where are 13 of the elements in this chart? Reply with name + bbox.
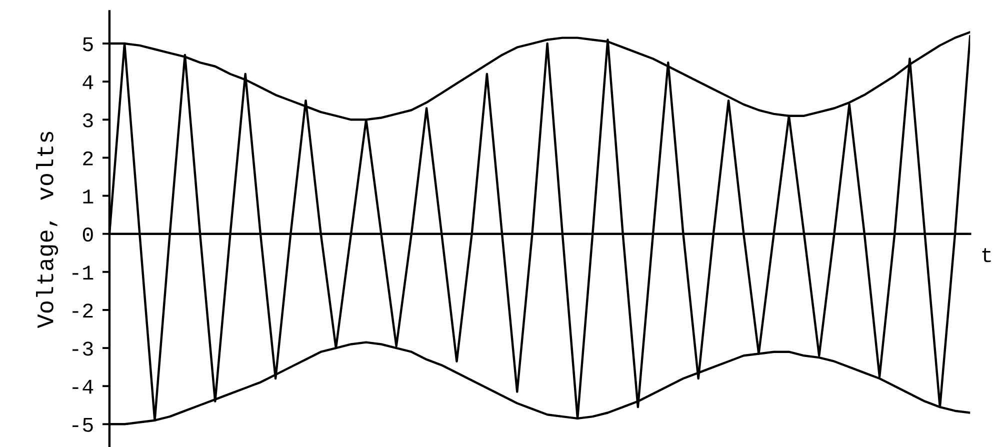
y-tick-label: 5	[82, 37, 93, 52]
y-tick-label: 3	[82, 113, 93, 128]
x-axis-title: t	[982, 248, 991, 262]
y-tick-label: 0	[82, 227, 93, 242]
y-axis-title: Voltage, volts	[36, 132, 58, 328]
y-tick-label: -2	[72, 304, 93, 318]
y-tick-label: -5	[72, 418, 93, 432]
y-tick-label: 4	[82, 75, 94, 90]
y-tick-label: 1	[83, 190, 94, 204]
y-tick-label: -4	[72, 380, 94, 394]
y-tick-label: 2	[83, 151, 93, 166]
y-tick-label: -3	[72, 342, 93, 356]
y-tick-label: -1	[72, 266, 94, 280]
